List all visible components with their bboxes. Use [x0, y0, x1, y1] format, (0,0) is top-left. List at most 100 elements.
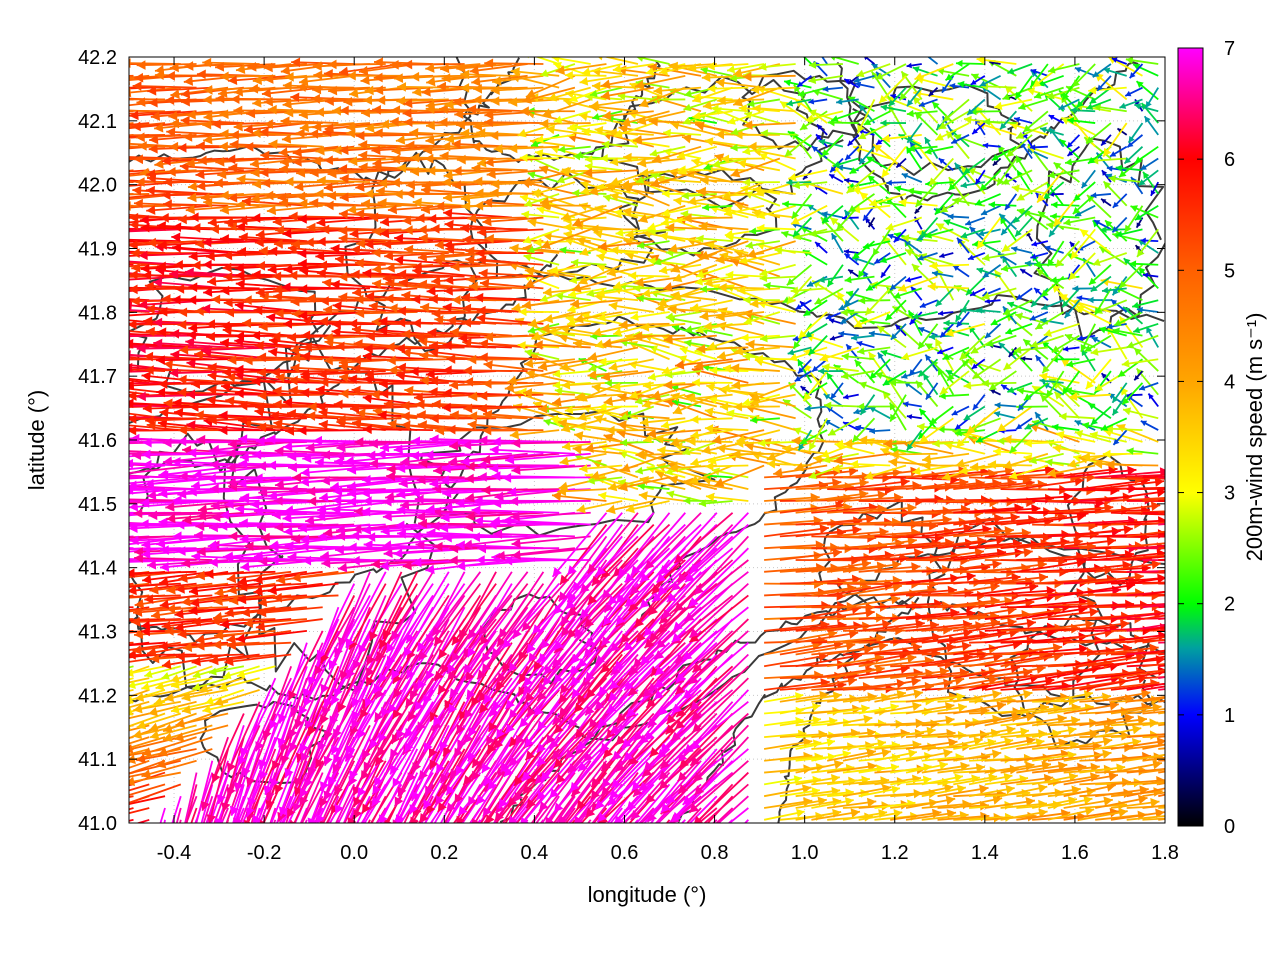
wind-arrow	[1142, 721, 1165, 727]
wind-arrow	[576, 500, 623, 514]
wind-arrow	[763, 808, 805, 821]
wind-arrow	[285, 807, 293, 823]
wind-arrow	[129, 736, 134, 739]
wind-arrow	[659, 712, 718, 770]
wind-arrow	[879, 252, 907, 264]
wind-arrow	[129, 771, 134, 775]
wind-arrow	[328, 807, 340, 823]
wind-arrow	[1142, 768, 1165, 774]
wind-arrow	[129, 488, 134, 491]
y-tick-label: 41.9	[78, 239, 117, 261]
wind-arrow	[935, 287, 954, 307]
wind-arrow	[759, 263, 796, 277]
wind-arrow	[129, 606, 134, 609]
wind-arrow	[410, 760, 450, 823]
wind-arrow	[703, 783, 749, 823]
wind-arrow	[617, 783, 655, 823]
wind-arrow	[1063, 749, 1112, 762]
y-tick-label: 42.0	[78, 175, 117, 197]
wind-arrow	[129, 428, 134, 432]
wind-arrow	[936, 346, 954, 355]
wind-arrow	[688, 795, 718, 823]
wind-arrow	[1000, 808, 1048, 821]
wind-arrow	[129, 795, 166, 805]
wind-arrow	[814, 241, 828, 254]
wind-arrow	[129, 712, 150, 720]
wind-arrow	[646, 760, 702, 823]
wind-arrow	[206, 748, 229, 823]
wind-arrow	[844, 146, 860, 161]
y-tick-label: 41.0	[78, 813, 117, 835]
contour-line	[129, 266, 332, 394]
wind-arrow	[1126, 787, 1165, 798]
wind-arrow	[1112, 193, 1128, 209]
wind-arrow	[795, 759, 844, 774]
wind-arrow	[598, 491, 639, 502]
wind-arrow	[628, 795, 655, 823]
wind-arrow	[795, 299, 812, 311]
y-axis-label: latitude (°)	[24, 390, 49, 491]
wind-arrow	[232, 748, 261, 823]
wind-arrow	[129, 783, 166, 797]
wind-arrow	[439, 807, 450, 823]
x-tick-label: 1.2	[881, 842, 909, 864]
y-tick-label: 42.1	[78, 111, 117, 133]
wind-arrow	[129, 405, 134, 408]
wind-arrow	[1032, 63, 1065, 88]
wind-arrow	[552, 369, 591, 379]
colorbar-tick-label: 0	[1224, 816, 1235, 838]
wind-arrow	[395, 748, 434, 823]
wind-arrow	[988, 201, 1017, 209]
colorbar-tick-label: 7	[1224, 38, 1235, 60]
wind-arrow	[678, 712, 734, 769]
wind-arrow	[811, 808, 861, 821]
wind-arrow	[1063, 700, 1119, 715]
x-tick-label: 1.0	[791, 842, 819, 864]
wind-arrow	[742, 71, 796, 82]
x-tick-label: 0.8	[701, 842, 729, 864]
wind-arrow	[1047, 806, 1095, 821]
wind-arrow	[502, 807, 513, 823]
wind-arrow	[590, 736, 639, 801]
wind-arrow	[850, 459, 891, 469]
wind-arrow	[874, 701, 922, 715]
wind-arrow	[1047, 690, 1094, 703]
wind-arrow	[129, 393, 134, 396]
wind-arrow	[874, 689, 924, 703]
wind-arrow	[689, 712, 749, 767]
wind-arrow	[1143, 115, 1159, 136]
wind-arrow	[952, 264, 970, 278]
wind-arrow	[742, 178, 780, 187]
wind-arrow	[170, 700, 213, 714]
wind-arrow	[608, 301, 654, 313]
wind-arrow	[129, 334, 134, 337]
wind-arrow	[1079, 807, 1128, 821]
wind-arrow	[518, 307, 560, 317]
wind-arrow	[900, 346, 938, 361]
wind-arrow	[129, 464, 134, 467]
wind-arrow	[833, 452, 891, 465]
wind-arrow	[558, 760, 608, 823]
wind-arrow	[342, 795, 356, 823]
wind-arrow	[937, 784, 989, 798]
wind-arrow	[728, 807, 749, 823]
wind-arrow	[195, 760, 214, 823]
wind-arrow	[1014, 75, 1033, 100]
wind-arrow	[300, 783, 324, 823]
wind-arrow	[690, 689, 750, 751]
wind-arrow	[1142, 791, 1165, 798]
wind-arrow	[824, 401, 859, 410]
wind-arrow	[1030, 252, 1049, 260]
wind-arrow	[635, 783, 671, 823]
wind-arrow	[1087, 296, 1111, 304]
x-tick-label: 1.6	[1061, 842, 1089, 864]
wind-arrow	[980, 204, 1001, 216]
wind-arrow	[825, 372, 844, 396]
y-tick-label: 41.5	[78, 494, 117, 516]
wind-arrow	[335, 819, 340, 823]
wind-arrow	[535, 772, 576, 823]
wind-arrow	[851, 240, 876, 260]
wind-arrow	[525, 748, 576, 809]
wind-arrow	[389, 701, 434, 775]
x-tick-label: 1.8	[1151, 842, 1179, 864]
